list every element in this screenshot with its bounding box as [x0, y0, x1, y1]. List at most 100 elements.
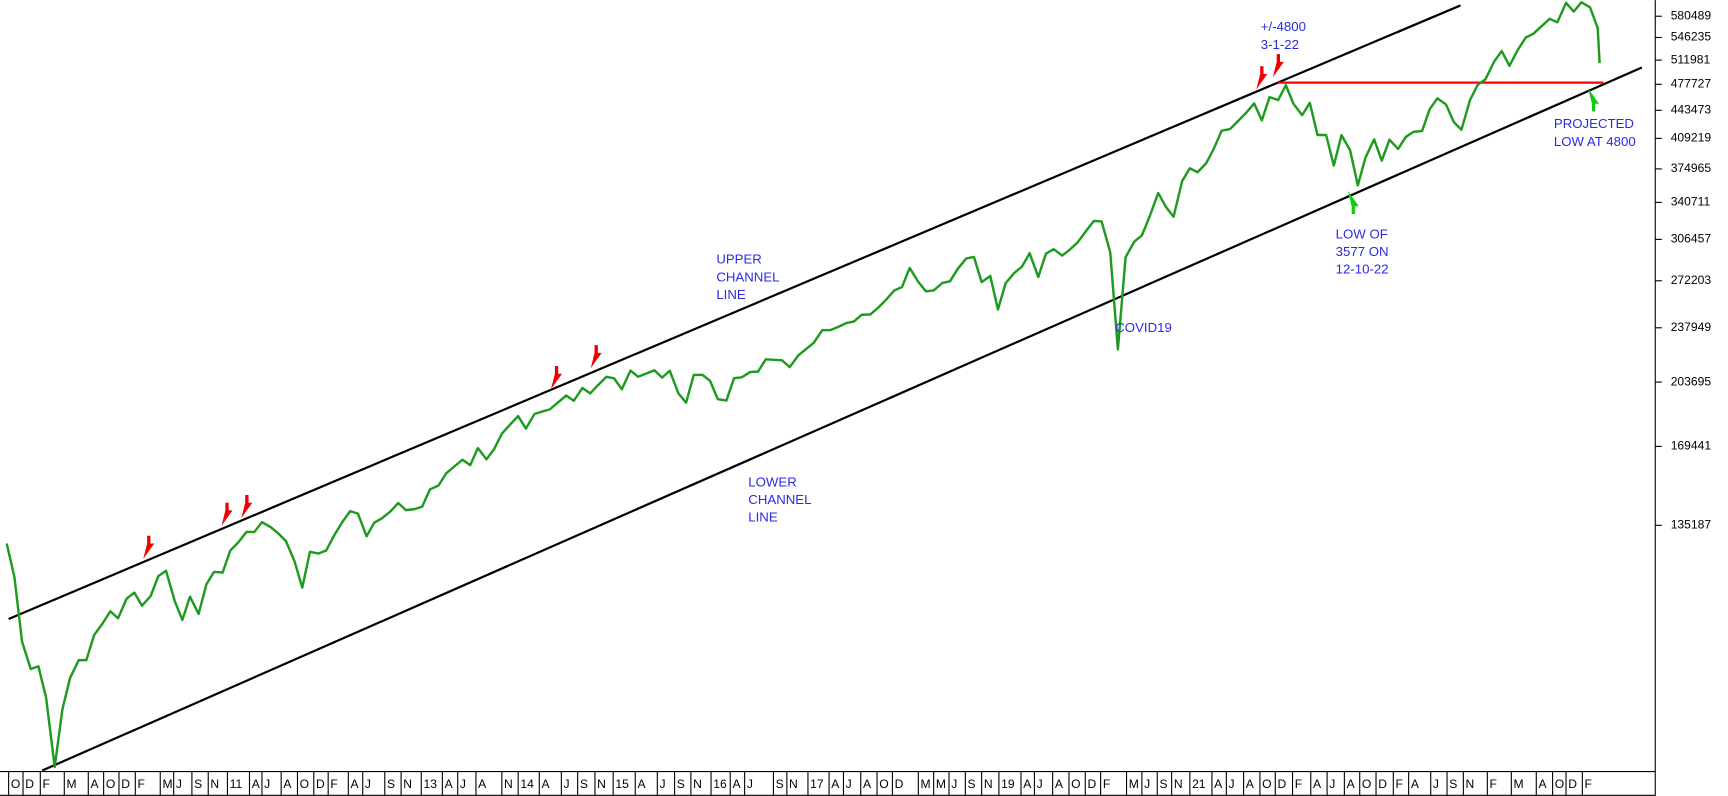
x-tick-label: J [264, 777, 270, 791]
x-tick-label: D [25, 777, 34, 791]
x-tick-label: J [951, 777, 957, 791]
y-tick-label: 511981 [1671, 52, 1711, 66]
y-tick-label: 477727 [1671, 76, 1712, 90]
x-tick-label: J [747, 777, 753, 791]
x-tick-label: A [863, 777, 872, 791]
y-tick-label: 580489 [1671, 8, 1712, 22]
x-tick-label: O [1262, 777, 1271, 791]
annotation: LOWER [748, 474, 796, 489]
x-tick-label: S [580, 777, 588, 791]
x-tick-label: N [693, 777, 702, 791]
x-tick-label: S [387, 777, 395, 791]
x-tick-label: A [541, 777, 550, 791]
x-tick-label: O [1362, 777, 1371, 791]
x-tick-label: M [921, 777, 931, 791]
arrow [590, 345, 602, 369]
x-tick-label: M [162, 777, 172, 791]
arrow [1347, 190, 1359, 214]
x-tick-label: M [1514, 777, 1524, 791]
x-tick-label: F [43, 777, 50, 791]
y-tick-label: 237949 [1671, 320, 1712, 334]
x-tick-label: A [252, 777, 261, 791]
x-tick-label: O [1071, 777, 1080, 791]
arrow [241, 494, 253, 519]
y-tick-label: 340711 [1671, 195, 1711, 209]
x-tick-label: A [1538, 777, 1547, 791]
x-tick-label: A [1214, 777, 1223, 791]
x-tick-label: S [1449, 777, 1457, 791]
x-tick-label: D [1378, 777, 1387, 791]
x-tick-label: N [210, 777, 219, 791]
annotation: LINE [748, 510, 778, 525]
x-tick-label: S [677, 777, 685, 791]
x-tick-label: S [968, 777, 976, 791]
x-tick-label: A [90, 777, 99, 791]
arrow [143, 535, 155, 559]
arrow [221, 502, 233, 526]
x-tick-label: A [478, 777, 487, 791]
x-tick-label: 14 [520, 777, 534, 791]
x-tick-label: A [637, 777, 646, 791]
arrow [1272, 54, 1284, 78]
x-tick-label: F [330, 777, 337, 791]
x-tick-label: J [1329, 777, 1335, 791]
x-tick-label: A [445, 777, 454, 791]
x-tick-label: A [1023, 777, 1032, 791]
annotation: LOW OF [1336, 226, 1388, 241]
x-tick-label: O [11, 777, 20, 791]
x-tick-label: A [831, 777, 840, 791]
annotation: 3-1-22 [1261, 37, 1299, 52]
annotation: LOW AT 4800 [1554, 134, 1636, 149]
arrow [1588, 88, 1600, 112]
annotation: 3577 ON [1336, 244, 1389, 259]
x-tick-label: A [1246, 777, 1255, 791]
x-tick-label: J [660, 777, 666, 791]
x-tick-label: A [283, 777, 292, 791]
y-tick-label: 306457 [1671, 232, 1712, 246]
y-tick-label: 203695 [1671, 374, 1712, 388]
x-tick-label: N [504, 777, 513, 791]
x-tick-label: 21 [1192, 777, 1206, 791]
x-tick-label: D [121, 777, 130, 791]
price-line [5, 1, 1601, 769]
x-tick-label: F [1585, 777, 1592, 791]
y-tick-label: 169441 [1671, 439, 1712, 453]
x-tick-label: M [66, 777, 76, 791]
x-tick-label: 17 [810, 777, 824, 791]
channel-line [41, 66, 1643, 772]
x-tick-label: A [1313, 777, 1322, 791]
x-tick-label: J [846, 777, 852, 791]
x-tick-label: A [1055, 777, 1064, 791]
x-tick-label: O [300, 777, 309, 791]
x-tick-label: N [1466, 777, 1475, 791]
x-tick-label: F [1396, 777, 1403, 791]
x-tick-label: F [1295, 777, 1302, 791]
x-tick-label: N [597, 777, 606, 791]
x-tick-label: D [1087, 777, 1096, 791]
x-tick-label: J [460, 777, 466, 791]
x-tick-label: S [776, 777, 784, 791]
x-tick-label: D [1568, 777, 1577, 791]
x-tick-label: O [106, 777, 115, 791]
x-tick-label: M [936, 777, 946, 791]
annotation: LINE [716, 287, 746, 302]
y-tick-label: 546235 [1671, 30, 1712, 44]
annotation: CHANNEL [716, 269, 779, 284]
x-tick-label: A [732, 777, 741, 791]
channel-line [8, 4, 1461, 620]
annotation: PROJECTED [1554, 116, 1634, 131]
x-tick-label: S [194, 777, 202, 791]
x-tick-label: O [879, 777, 888, 791]
annotation: 12-10-22 [1336, 262, 1389, 277]
x-tick-label: F [138, 777, 145, 791]
y-tick-label: 374965 [1671, 161, 1712, 175]
arrow [551, 366, 563, 390]
x-tick-label: J [1229, 777, 1235, 791]
x-tick-label: F [1490, 777, 1497, 791]
x-tick-label: J [1433, 777, 1439, 791]
x-tick-label: A [351, 777, 360, 791]
x-tick-label: O [1555, 777, 1564, 791]
x-tick-label: J [1037, 777, 1043, 791]
arrow [1256, 66, 1268, 90]
